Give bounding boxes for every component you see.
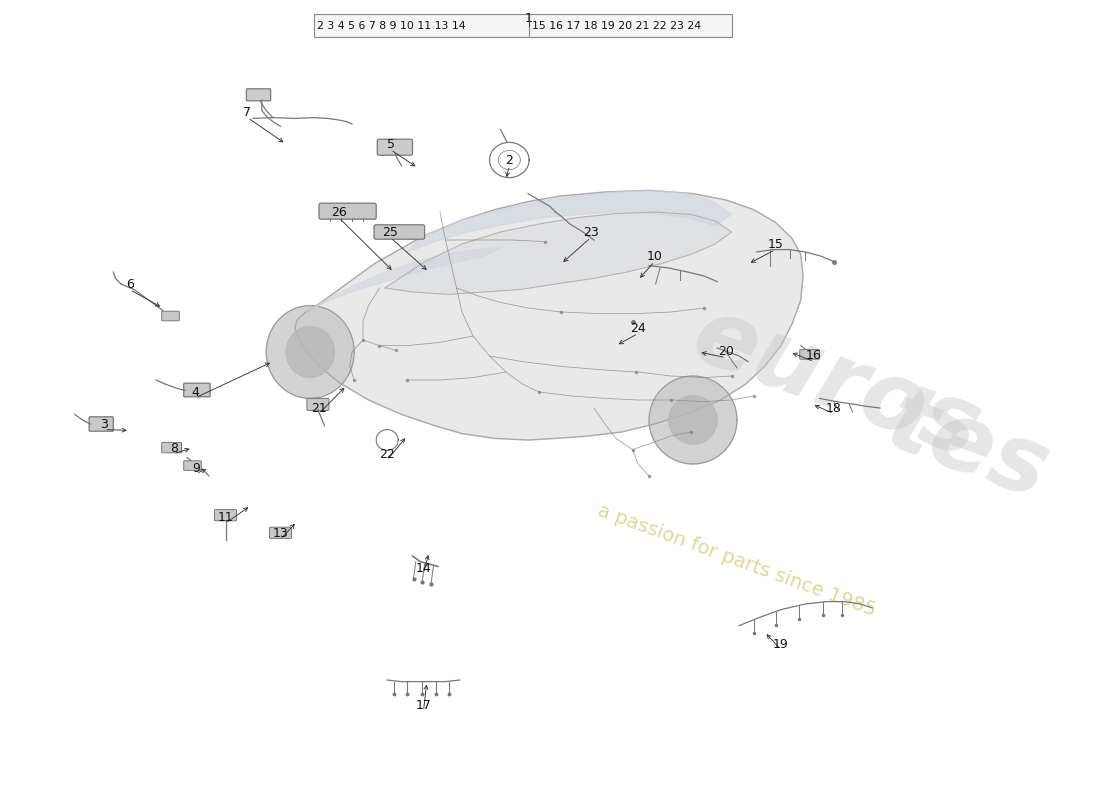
- FancyBboxPatch shape: [800, 350, 820, 359]
- Text: 15: 15: [768, 238, 783, 250]
- Text: 1: 1: [525, 12, 533, 25]
- FancyBboxPatch shape: [270, 527, 292, 538]
- Text: 5: 5: [386, 138, 395, 150]
- Text: a passion for parts since 1985: a passion for parts since 1985: [595, 501, 879, 619]
- Text: 3: 3: [100, 418, 109, 430]
- Text: 18: 18: [826, 402, 842, 414]
- Text: 15 16 17 18 19 20 21 22 23 24: 15 16 17 18 19 20 21 22 23 24: [532, 21, 702, 30]
- FancyBboxPatch shape: [89, 417, 113, 431]
- Text: 2: 2: [505, 154, 514, 166]
- FancyBboxPatch shape: [214, 510, 236, 521]
- FancyBboxPatch shape: [374, 225, 425, 239]
- Polygon shape: [295, 190, 803, 440]
- Polygon shape: [385, 212, 732, 294]
- Text: 25: 25: [383, 226, 398, 238]
- Text: tes: tes: [874, 377, 1062, 519]
- Text: 2 3 4 5 6 7 8 9 10 11 13 14: 2 3 4 5 6 7 8 9 10 11 13 14: [317, 21, 465, 30]
- Text: 21: 21: [311, 402, 327, 414]
- Text: 11: 11: [218, 511, 233, 524]
- Text: 13: 13: [273, 527, 288, 540]
- Text: 23: 23: [583, 226, 598, 238]
- Text: 6: 6: [125, 278, 134, 290]
- Polygon shape: [306, 246, 504, 312]
- Text: 8: 8: [169, 442, 178, 454]
- Bar: [314, 14, 732, 37]
- Polygon shape: [669, 396, 717, 444]
- Text: 10: 10: [647, 250, 662, 262]
- FancyBboxPatch shape: [377, 139, 412, 155]
- Text: 24: 24: [630, 322, 646, 334]
- Text: 22: 22: [379, 448, 395, 461]
- FancyBboxPatch shape: [162, 311, 179, 321]
- Text: 16: 16: [806, 350, 822, 362]
- Polygon shape: [407, 190, 732, 252]
- Text: 9: 9: [191, 462, 200, 474]
- FancyBboxPatch shape: [246, 89, 271, 101]
- Text: 7: 7: [243, 106, 252, 118]
- Text: euros: euros: [680, 290, 992, 478]
- Polygon shape: [286, 326, 334, 378]
- FancyBboxPatch shape: [319, 203, 376, 219]
- Text: 4: 4: [191, 386, 200, 398]
- FancyBboxPatch shape: [184, 383, 210, 397]
- Text: 17: 17: [416, 699, 431, 712]
- Text: 19: 19: [773, 638, 789, 650]
- Polygon shape: [266, 306, 354, 398]
- Text: 20: 20: [718, 346, 734, 358]
- FancyBboxPatch shape: [307, 398, 329, 410]
- Text: 26: 26: [331, 206, 346, 218]
- FancyBboxPatch shape: [184, 461, 201, 470]
- Polygon shape: [649, 376, 737, 464]
- FancyBboxPatch shape: [162, 442, 182, 453]
- Text: 14: 14: [416, 562, 431, 574]
